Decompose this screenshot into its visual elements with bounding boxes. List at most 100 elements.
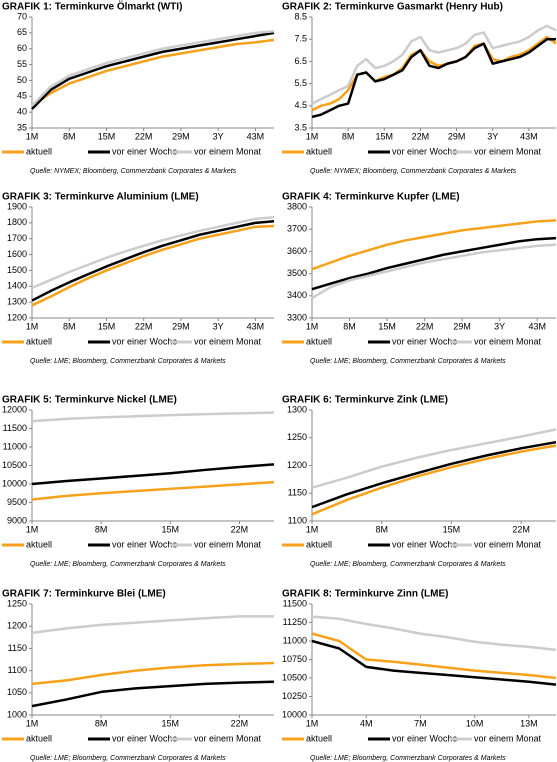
- x-tick-label: 22M: [412, 131, 430, 141]
- x-tick-label: 15M: [378, 321, 396, 331]
- x-tick-label: 4M: [360, 718, 373, 728]
- x-tick-label: 1M: [306, 131, 319, 141]
- legend-label: vor einer Woche: [392, 146, 457, 156]
- x-tick-label: 29M: [453, 321, 471, 331]
- y-tick-label: 1150: [288, 488, 307, 498]
- legend-label: vor einer Woche: [112, 146, 177, 156]
- legend-label: vor einer Woche: [392, 336, 457, 346]
- x-tick-label: 8M: [95, 718, 108, 728]
- y-tick-label: 1300: [287, 404, 307, 414]
- source-note: Quelle: LME; Bloomberg, Commerzbank Corp…: [30, 561, 226, 568]
- legend-label: vor einer Woche: [392, 539, 457, 549]
- x-tick-label: 43M: [247, 131, 265, 141]
- x-tick-label: 3Y: [494, 321, 505, 331]
- y-tick-label: 1600: [7, 249, 27, 259]
- y-tick-label: 8.5: [294, 11, 307, 21]
- y-tick-label: 1200: [7, 312, 27, 322]
- series-line: [311, 37, 556, 119]
- y-tick-label: 11500: [3, 423, 27, 433]
- x-tick-label: 15M: [162, 524, 180, 534]
- y-tick-label: 4.5: [294, 100, 307, 110]
- y-tick-label: 9000: [7, 515, 27, 525]
- x-tick-label: 22M: [231, 718, 249, 728]
- legend-label: vor einem Monat: [194, 539, 262, 549]
- y-tick-label: 5.5: [294, 78, 307, 88]
- x-tick-label: 8M: [343, 321, 356, 331]
- legend-label: aktuell: [306, 336, 332, 346]
- series-line: [311, 236, 557, 291]
- y-tick-label: 1500: [7, 265, 27, 275]
- x-tick-label: 1M: [26, 131, 39, 141]
- x-tick-label: 29M: [172, 131, 190, 141]
- y-tick-label: 50: [17, 75, 27, 85]
- x-tick-label: 8M: [63, 131, 76, 141]
- y-tick-label: 10750: [282, 654, 307, 664]
- series-line: [31, 411, 275, 423]
- series-line: [311, 639, 557, 686]
- y-tick-label: 35: [17, 122, 27, 132]
- series-line: [311, 219, 557, 271]
- x-tick-label: 15M: [98, 321, 116, 331]
- x-tick-label: 43M: [247, 321, 265, 331]
- y-tick-label: 1900: [7, 201, 27, 211]
- y-tick-label: 10000: [2, 478, 27, 488]
- chart-title: GRAFIK 4: Terminkurve Kupfer (LME): [282, 192, 460, 203]
- y-tick-label: 10250: [282, 691, 307, 701]
- legend-label: aktuell: [306, 733, 332, 743]
- y-tick-label: 3300: [287, 312, 307, 322]
- y-tick-label: 10500: [2, 460, 27, 470]
- x-tick-label: 15M: [98, 131, 116, 141]
- y-tick-label: 1250: [287, 432, 307, 442]
- legend-label: vor einer Woche: [112, 336, 177, 346]
- series-line: [311, 35, 557, 112]
- chart-title: GRAFIK 1: Terminkurve Ölmarkt (WTI): [2, 0, 182, 13]
- legend-label: vor einem Monat: [474, 336, 542, 346]
- legend-label: aktuell: [306, 146, 332, 156]
- chart-title: GRAFIK 8: Terminkurve Zinn (LME): [282, 589, 449, 600]
- source-note: Quelle: LME; Bloomberg, Commerzbank Corp…: [30, 755, 226, 762]
- x-tick-label: 29M: [448, 131, 466, 141]
- source-note: Quelle: LME; Bloomberg, Commerzbank Corp…: [30, 358, 226, 365]
- y-tick-label: 7.5: [294, 34, 307, 44]
- legend-label: vor einem Monat: [474, 733, 542, 743]
- source-note: Quelle: NYMEX; Bloomberg, Commerzbank Co…: [310, 168, 517, 175]
- x-tick-label: 22M: [512, 524, 530, 534]
- series-line: [31, 216, 275, 290]
- x-tick-label: 13M: [520, 718, 538, 728]
- legend-label: vor einer Woche: [392, 733, 457, 743]
- series-line: [31, 38, 275, 107]
- x-tick-label: 7M: [414, 718, 427, 728]
- y-tick-label: 1150: [8, 643, 27, 653]
- chart-title: GRAFIK 7: Terminkurve Blei (LME): [2, 589, 166, 600]
- x-tick-label: 1M: [26, 524, 39, 534]
- y-tick-label: 3500: [287, 268, 307, 278]
- chart-title: GRAFIK 2: Terminkurve Gasmarkt (Henry Hu…: [282, 2, 503, 13]
- x-tick-label: 1M: [26, 718, 39, 728]
- y-tick-label: 10500: [282, 672, 307, 682]
- series-line: [311, 440, 557, 509]
- x-tick-label: 1M: [306, 524, 319, 534]
- x-tick-label: 10M: [466, 718, 484, 728]
- y-tick-label: 3800: [287, 201, 307, 211]
- source-note: Quelle: LME; Bloomberg, Commerzbank Corp…: [310, 358, 506, 365]
- legend-label: aktuell: [26, 733, 52, 743]
- legend-label: vor einem Monat: [194, 146, 262, 156]
- x-tick-label: 15M: [162, 718, 180, 728]
- series-line: [31, 661, 275, 686]
- y-tick-label: 65: [17, 27, 27, 37]
- series-line: [31, 220, 275, 302]
- x-tick-label: 22M: [416, 321, 434, 331]
- y-tick-label: 1700: [7, 233, 27, 243]
- x-tick-label: 22M: [231, 524, 249, 534]
- y-tick-label: 55: [17, 59, 27, 69]
- legend-label: vor einem Monat: [194, 733, 262, 743]
- legend-label: vor einem Monat: [474, 146, 542, 156]
- y-tick-label: 3.5: [294, 122, 307, 132]
- x-tick-label: 22M: [135, 321, 153, 331]
- x-tick-label: 15M: [376, 131, 394, 141]
- x-tick-label: 3Y: [213, 131, 224, 141]
- y-tick-label: 1300: [7, 297, 27, 307]
- x-tick-label: 1M: [26, 321, 39, 331]
- legend-label: aktuell: [26, 146, 52, 156]
- y-tick-label: 11250: [283, 617, 307, 627]
